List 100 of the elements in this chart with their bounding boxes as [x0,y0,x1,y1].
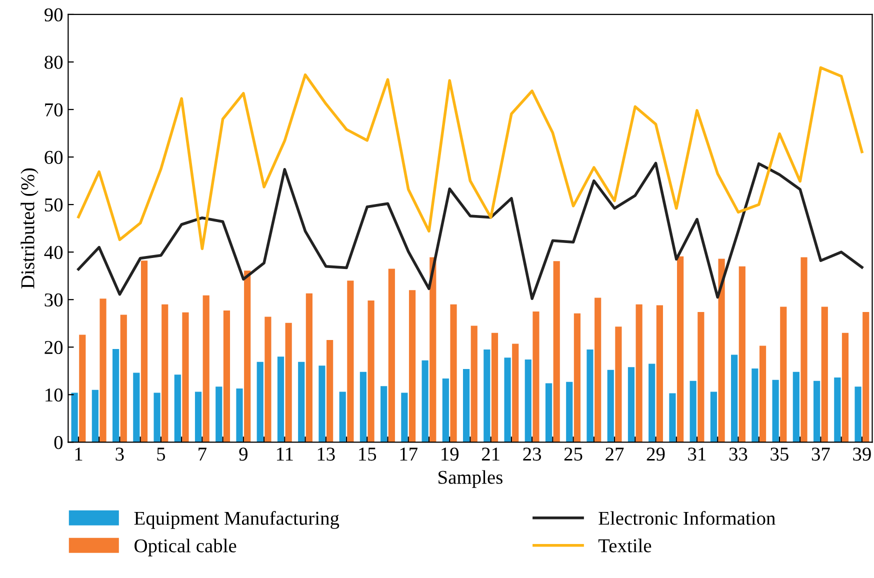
bar [759,346,766,442]
x-tick-label: 3 [116,448,124,461]
bar [408,290,416,442]
bar [154,392,160,442]
y-tick-label: 50 [44,198,63,212]
bar [690,380,696,442]
x-tick-label: 21 [482,448,500,461]
legend-label: Electronic Information [598,510,776,525]
bar [491,332,498,442]
bar [216,386,222,442]
bar [710,392,718,442]
x-tick-label: 33 [729,448,748,461]
x-tick-label: 35 [770,448,788,461]
legend-label: Textile [598,538,652,552]
bar [450,304,457,442]
x-tick-label: 15 [359,448,376,461]
x-tick-label: 19 [442,448,459,461]
bar [669,393,676,442]
y-tick-label: 80 [44,56,63,69]
bar [422,360,428,442]
bar [264,316,272,442]
bar [306,293,312,442]
bar [772,380,779,442]
y-tick-label: 20 [44,340,63,354]
bar [718,258,725,442]
bar [100,298,106,442]
y-tick-label: 70 [45,103,63,116]
bar [462,368,470,442]
bar [182,312,189,442]
bar [326,340,334,442]
bar [553,261,560,442]
y-tick-label: 30 [44,293,63,307]
bar [607,370,614,442]
bar [862,312,870,442]
bar [140,260,148,442]
bar [339,392,346,442]
x-axis-title: Samples [438,470,502,488]
bar [133,372,140,442]
x-tick-label: 5 [157,448,166,461]
bar [524,359,532,442]
bar [92,390,98,442]
x-tick-label: 9 [239,448,248,461]
bar [656,305,663,442]
bar [360,372,367,442]
bar [615,326,622,442]
legend-label: Optical cable [134,538,236,556]
x-tick-label: 39 [853,448,871,461]
legend-label: Equipment Manufacturing [134,510,340,529]
x-tick-label: 25 [564,448,582,461]
bar [484,349,490,442]
y-tick-label: 60 [44,150,63,164]
x-tick-label: 23 [523,448,542,461]
x-tick-label: 7 [198,448,206,461]
bar [698,312,704,442]
bar [512,344,519,442]
bar [388,268,395,442]
bar [256,362,264,442]
line-series [77,66,864,250]
x-tick-label: 37 [812,448,830,461]
bar [368,300,374,442]
x-tick-label: 13 [318,448,335,461]
bar [545,383,552,442]
bar [792,372,800,442]
x-tick-label: 29 [646,448,665,461]
bar [120,314,127,442]
bar [834,378,841,442]
y-tick-label: 90 [44,8,63,22]
bar [285,322,292,442]
bar [162,304,168,442]
bar [813,380,820,442]
line-series [77,162,864,300]
y-tick-label: 0 [54,436,63,450]
bar [79,334,86,442]
bar [318,366,326,442]
bar [380,386,388,442]
x-tick-label: 11 [277,448,293,461]
x-tick-label: 1 [75,448,82,461]
bar [504,358,511,442]
bar [821,306,828,442]
bar [236,388,243,442]
bar [648,364,656,442]
y-tick-label: 40 [44,246,63,260]
bar [842,332,849,442]
bar [244,270,251,442]
bar [532,311,540,442]
bar [470,326,478,442]
bar [636,304,642,442]
bar [586,349,594,442]
bar [594,298,602,442]
bar [731,354,738,442]
bar [442,378,449,442]
bar [112,349,120,442]
bar [628,367,635,442]
y-tick-label: 10 [46,388,63,402]
bar [780,306,787,442]
bar [854,386,862,442]
bar [223,310,230,442]
bar [752,368,758,442]
x-tick-label: 31 [688,448,706,461]
x-tick-label: 27 [606,448,624,461]
